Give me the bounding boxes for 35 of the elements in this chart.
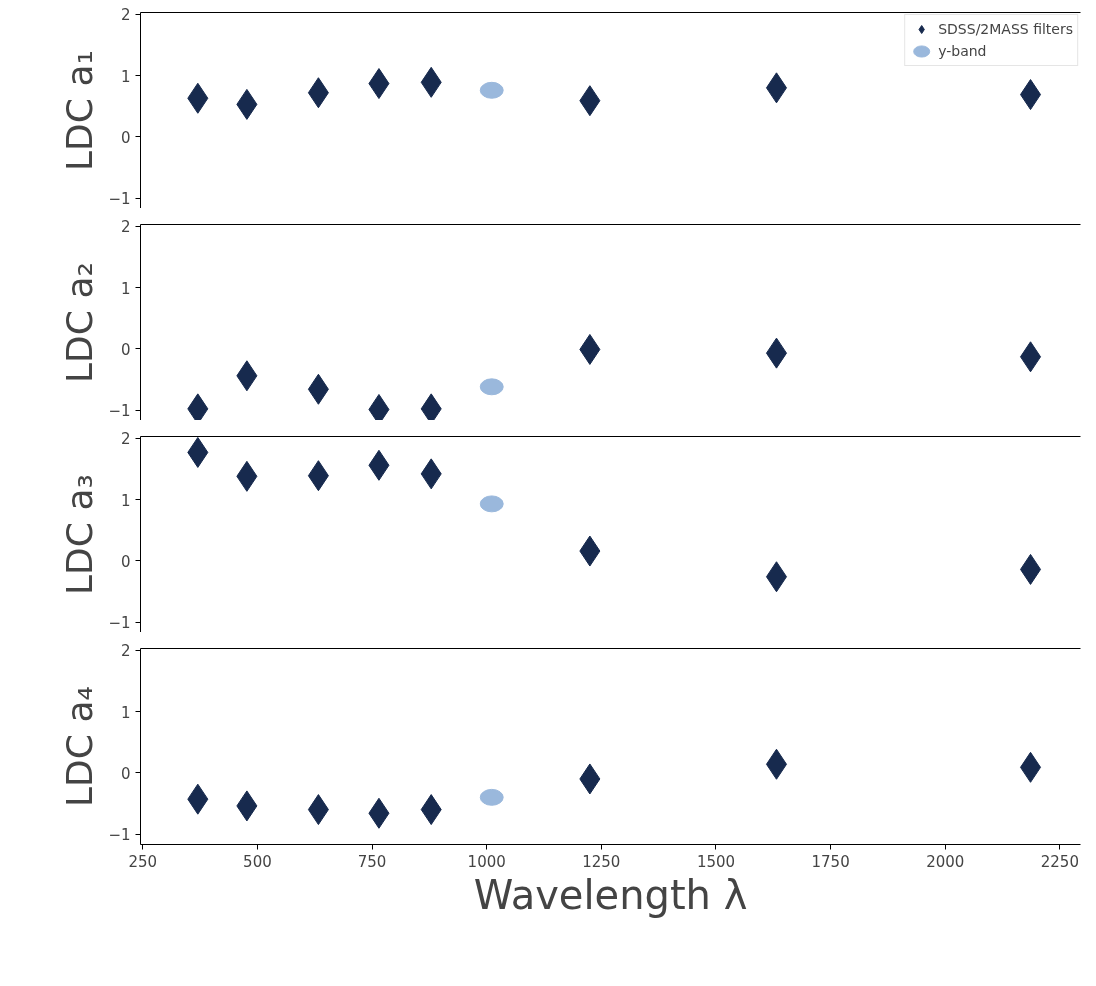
y-tick-label: 0 xyxy=(120,552,131,571)
y-tick-label: 0 xyxy=(120,340,131,359)
y-axis-title: LDC a₃ xyxy=(59,474,101,595)
y-axis-title: LDC a₁ xyxy=(59,50,101,171)
y-axis-title: LDC a₄ xyxy=(59,686,101,807)
y-tick-label: 2 xyxy=(120,642,131,661)
y-tick-label: −1 xyxy=(108,826,131,845)
x-tick-label: 2000 xyxy=(926,852,965,871)
y-axis-title: LDC a₂ xyxy=(59,262,101,383)
y-tick-label: 2 xyxy=(120,6,131,25)
y-tick-label: 2 xyxy=(120,218,131,237)
x-tick-label: 1000 xyxy=(467,852,506,871)
y-tick-label: 1 xyxy=(120,279,131,298)
y-tick-label: 1 xyxy=(120,67,131,86)
y-tick-label: 0 xyxy=(120,128,131,147)
x-tick-label: 1750 xyxy=(811,852,850,871)
y-tick-label: 1 xyxy=(120,703,131,722)
legend-label: SDSS/2MASS filters xyxy=(938,21,1073,37)
x-tick-label: 250 xyxy=(128,852,158,871)
x-tick-label: 500 xyxy=(243,852,272,871)
x-axis-title: Wavelength λ xyxy=(473,871,748,918)
y-tick-label: −1 xyxy=(108,190,131,209)
y-tick-label: 1 xyxy=(120,491,131,510)
x-tick-label: 2250 xyxy=(1040,852,1079,871)
x-tick-label: 1250 xyxy=(582,852,621,871)
x-tick-label: 750 xyxy=(357,852,387,871)
y-tick-label: 2 xyxy=(120,430,131,449)
y-tick-label: 0 xyxy=(120,764,131,783)
legend-label: y-band xyxy=(938,43,987,59)
y-tick-label: −1 xyxy=(108,614,131,633)
point xyxy=(479,788,504,806)
x-tick-label: 1500 xyxy=(696,852,736,871)
point xyxy=(479,81,504,99)
y-tick-label: −1 xyxy=(108,402,131,421)
point xyxy=(479,495,504,513)
